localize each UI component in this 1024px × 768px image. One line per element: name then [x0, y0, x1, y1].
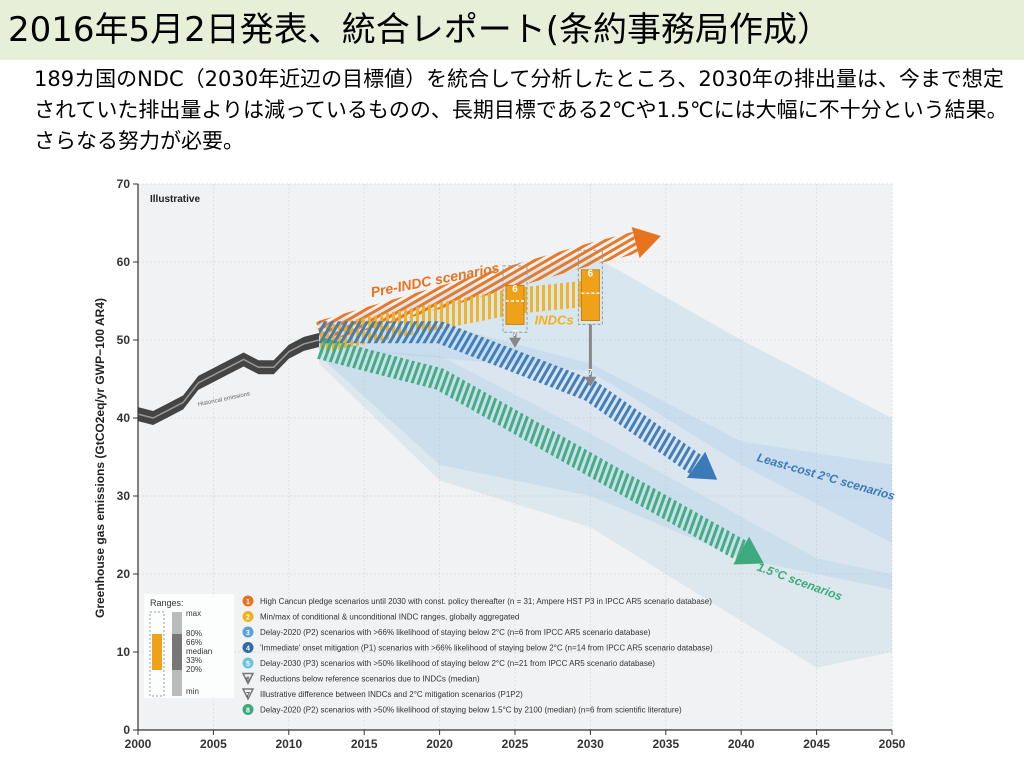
x-tick-label: 2035 — [652, 737, 679, 751]
x-tick-label: 2030 — [577, 737, 604, 751]
chart-legend: 1 High Cancun pledge scenarios until 2030… — [241, 595, 713, 715]
ranges-key-outline — [149, 611, 165, 697]
legend-text: Illustrative difference between INDCs an… — [260, 690, 523, 699]
series-arrowhead — [631, 227, 661, 258]
x-tick-label: 2000 — [125, 737, 152, 751]
series-arrowhead — [686, 451, 718, 480]
ranges-key-box-orange — [152, 634, 162, 670]
indc-box — [505, 284, 525, 325]
legend-marker — [242, 704, 254, 715]
ranges-key-label: 33% — [186, 656, 202, 665]
y-tick-label: 30 — [117, 489, 131, 503]
ranges-key-label: 80% — [186, 629, 202, 638]
x-tick-label: 2025 — [502, 737, 529, 751]
ranges-key-label: median — [186, 647, 212, 656]
axes: 2000 2005 2010 2015 2020 2025 2030 2035 2040 2045… — [117, 177, 906, 751]
y-tick-label: 0 — [123, 723, 130, 737]
ranges-key-title: Ranges: — [150, 598, 184, 608]
legend-arrow-marker — [241, 672, 255, 686]
y-tick-label: 10 — [117, 645, 131, 659]
x-tick-label: 2045 — [803, 737, 830, 751]
ranges-key-label: 66% — [186, 638, 202, 647]
ranges-key-label: 20% — [186, 665, 202, 674]
slide-description: 189カ国のNDC（2030年近辺の目標値）を統合して分析したところ、2030年… — [34, 67, 1008, 153]
legend-number: 6 — [246, 677, 250, 684]
ranges-key-label: min — [186, 687, 199, 696]
x-tick-label: 2050 — [879, 737, 906, 751]
legend-number: 3 — [246, 630, 250, 637]
scenario-series — [315, 227, 764, 565]
legend-number: 7 — [246, 692, 250, 699]
historical-line — [137, 339, 320, 419]
legend-text: Delay-2020 (P2) scenarios with >66% like… — [260, 628, 651, 637]
x-tick-label: 2020 — [426, 737, 453, 751]
reduction-arrowhead — [509, 337, 521, 348]
scenario-envelope — [319, 347, 892, 668]
ranges-key-label: max — [186, 609, 201, 618]
reduction-arrow-label: 7 — [588, 368, 593, 377]
y-tick-label: 20 — [117, 567, 131, 581]
corner-label: Illustrative — [150, 194, 200, 205]
series-label: INDCs — [535, 312, 574, 327]
legend-number: 2 — [246, 615, 250, 622]
ranges-key-box-grey — [172, 634, 182, 670]
legend-text: High Cancun pledge scenarios until 2030 … — [260, 597, 712, 606]
y-axis-label: Greenhouse gas emissions (GtCO2eq/yr GWP… — [93, 298, 107, 618]
x-tick-label: 2005 — [200, 737, 227, 751]
indc-boxes: 6 6 7 7 — [502, 249, 603, 387]
legend-marker — [242, 642, 254, 653]
indc-box-label: 6 — [588, 268, 594, 279]
slide-title: 2016年5月2日発表、統合レポート(条約事務局作成） — [8, 10, 832, 50]
legend-text: Delay-2020 (P2) scenarios with >50% like… — [260, 706, 682, 715]
series-arrowhead — [733, 536, 764, 565]
scenario-envelope — [319, 254, 892, 543]
legend-number: 5 — [246, 661, 250, 668]
legend-arrow-marker — [241, 688, 255, 701]
reduction-arrowhead — [584, 376, 597, 387]
series-line — [315, 231, 639, 343]
y-tick-label: 40 — [117, 411, 131, 425]
legend-number: 8 — [246, 708, 250, 715]
legend-number: 1 — [246, 599, 250, 606]
series-line — [319, 321, 703, 474]
y-tick-label: 70 — [117, 177, 131, 191]
legend-text: Reductions below reference scenarios due… — [260, 675, 480, 684]
legend-marker — [242, 611, 254, 622]
series-line — [316, 337, 747, 561]
x-tick-label: 2010 — [275, 737, 302, 751]
legend-number: 4 — [246, 646, 250, 653]
reduction-arrow-label: 7 — [513, 329, 518, 338]
y-tick-label: 60 — [117, 255, 131, 269]
title-bar — [0, 0, 1024, 60]
legend-marker — [242, 595, 254, 607]
legend-marker — [242, 657, 254, 669]
legend-text: Delay-2030 (P3) scenarios with >50% like… — [260, 659, 655, 668]
x-tick-label: 2015 — [351, 737, 378, 751]
legend-text: 'Immediate' onset mitigation (P1) scenar… — [260, 644, 713, 653]
legend-text: Min/max of conditional & unconditional I… — [260, 613, 519, 622]
legend-marker — [242, 626, 254, 638]
y-tick-label: 50 — [117, 333, 131, 347]
indc-box-label: 6 — [512, 284, 518, 295]
x-tick-label: 2040 — [728, 737, 755, 751]
indc-box — [580, 269, 600, 322]
